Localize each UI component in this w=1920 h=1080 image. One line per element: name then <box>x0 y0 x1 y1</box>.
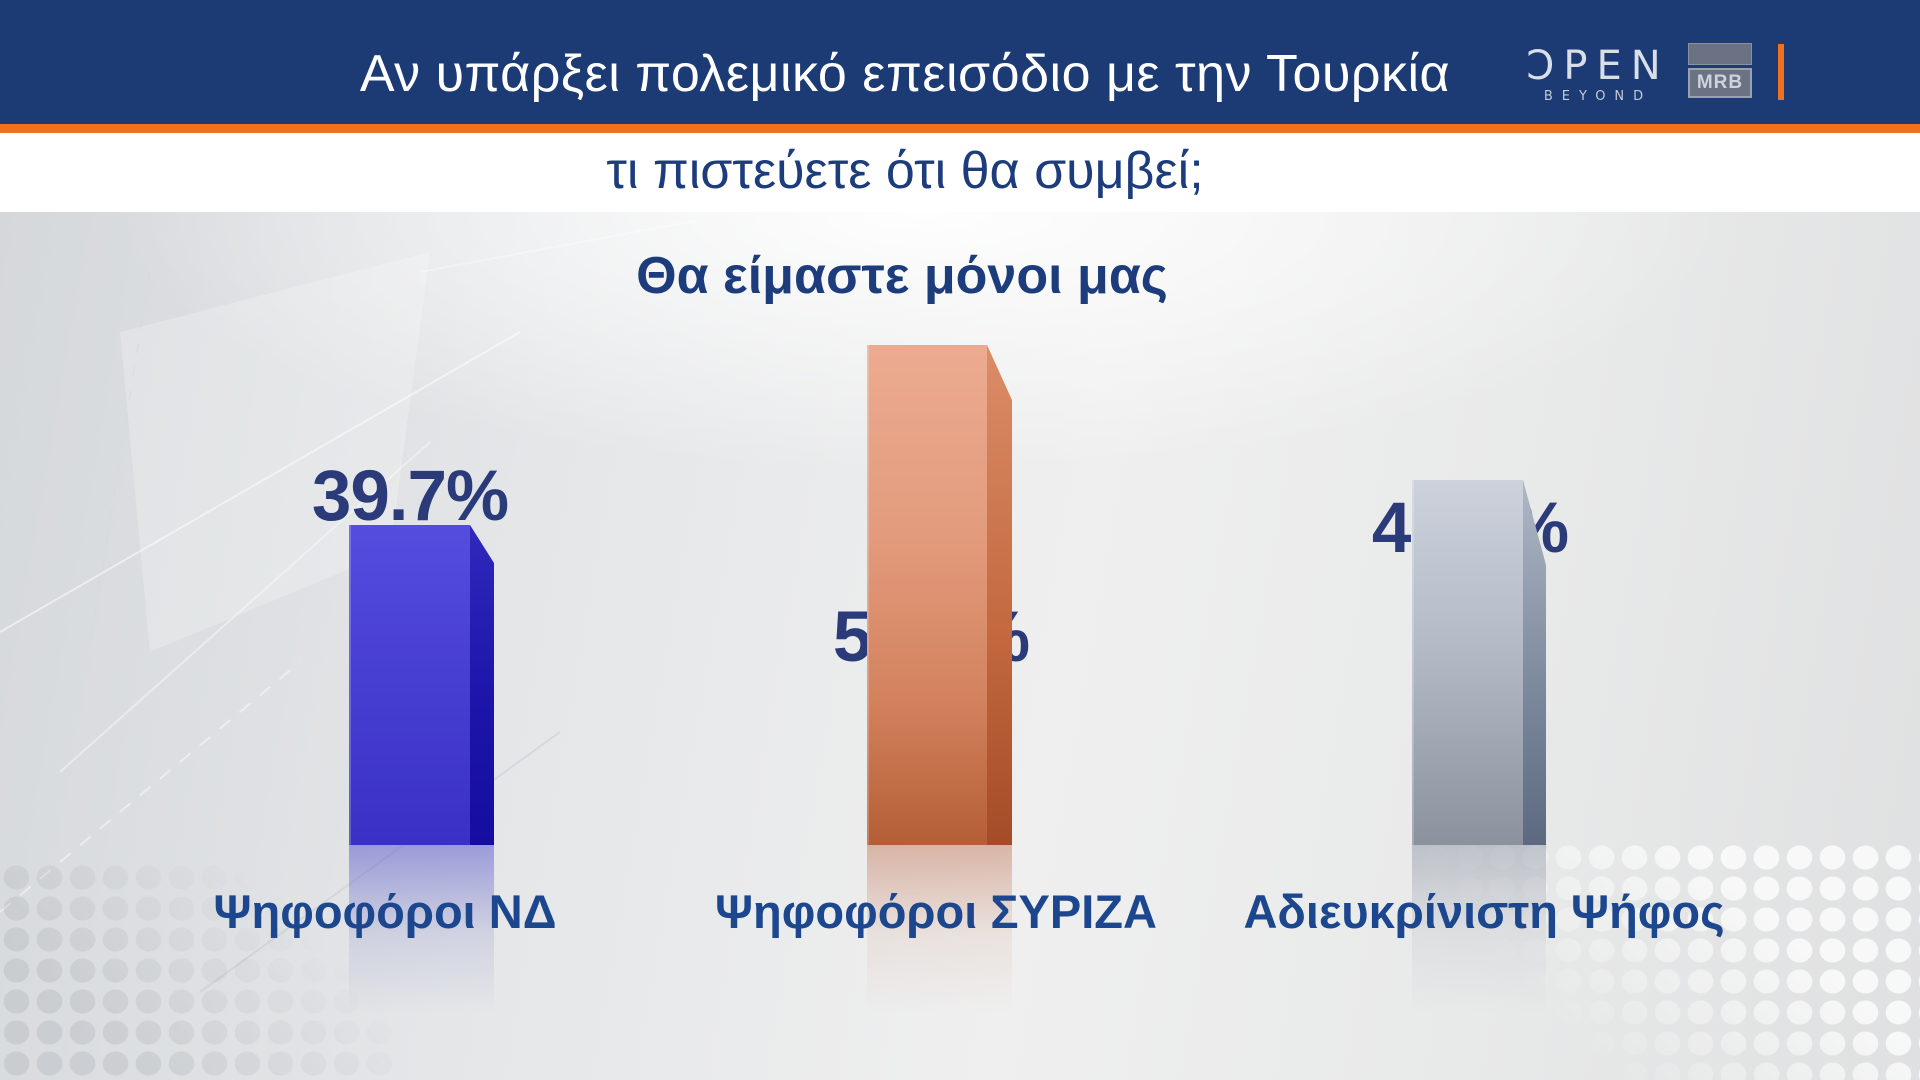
dot-pattern-bottom-left <box>0 862 400 1080</box>
open-logo-text: ƆPEN <box>1526 43 1670 89</box>
page-title: Αν υπάρξει πολεμικό επεισόδιο με την Του… <box>359 45 1451 103</box>
bar-nd <box>349 525 470 845</box>
bar-undecided <box>1412 480 1523 845</box>
orange-divider-line <box>1778 44 1784 100</box>
open-logo-tagline: BEYOND <box>1543 89 1653 104</box>
value-label-nd: 39.7% <box>311 457 509 536</box>
bar-syriza-reflection <box>867 845 1012 1013</box>
bar-syriza <box>867 345 987 845</box>
header-band: Αν υπάρξει πολεμικό επεισόδιο με την Του… <box>0 0 1920 124</box>
mrb-logo: MRB <box>1688 43 1752 98</box>
chart-area: Θα είμαστε μόνοι μας 39.7% Ψηφοφόροι ΝΔ … <box>0 212 1920 1080</box>
dot-pattern-bottom-right <box>1420 842 1920 1080</box>
orange-accent-bar <box>0 124 1920 133</box>
value-label-undecided: 48.3% <box>1371 489 1569 568</box>
bar-syriza-side-face <box>987 345 1012 845</box>
mrb-logo-top-block <box>1688 43 1752 65</box>
bar-undecided-side-face <box>1523 480 1546 845</box>
value-label-syriza: 59.9% <box>832 598 1030 677</box>
chart-title: Θα είμαστε μόνοι μας <box>636 247 1168 305</box>
bar-nd-side-face <box>470 525 494 845</box>
mrb-logo-text: MRB <box>1688 68 1752 98</box>
subtitle-strip: τι πιστεύετε ότι θα συμβεί; <box>0 133 1920 212</box>
page-subtitle: τι πιστεύετε ότι θα συμβεί; <box>606 142 1204 200</box>
category-label-syriza: Ψηφοφόροι ΣΥΡΙΖΑ <box>715 885 1157 938</box>
open-tv-logo: ƆPEN BEYOND <box>1518 46 1678 104</box>
